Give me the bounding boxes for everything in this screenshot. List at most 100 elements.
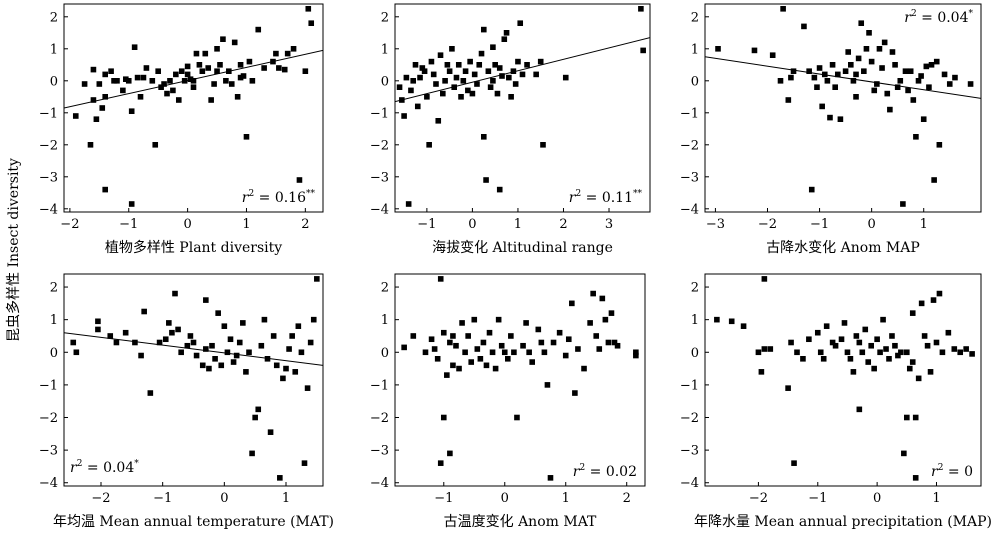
y-tick-label: 1 [381,42,389,57]
y-tick-label: 2 [50,10,58,25]
r-squared-value: = 0.04 [917,10,969,26]
x-tick-label: −1 [417,217,436,232]
panel-2: −1 0 1 2 3 −4 −3 −2 −1 0 1 2 海拔变化 Altitudinal range r… [370,3,651,256]
r-squared-value: = 0.11 [581,190,633,206]
x-axis-label: 植物多样性 Plant diversity [105,239,282,256]
x-tick-label: 0 [501,491,509,506]
y-tick-label: 2 [381,281,389,296]
data-point [217,62,223,68]
data-point [524,62,530,68]
y-tick-label: −2 [370,411,389,426]
data-point [859,349,866,356]
y-tick-label: 1 [50,313,58,328]
data-point [421,68,428,74]
r-squared-value: = 0.16 [254,190,306,206]
r-squared-annotation: r2 = 0.04* [70,459,139,476]
data-point [486,329,493,336]
y-tick-label: 2 [381,10,389,25]
data-point [794,349,800,356]
plot-frame [394,273,646,487]
x-tick-label: −2 [91,491,110,506]
data-point [270,333,277,339]
x-tick-label: 3 [605,217,613,232]
y-tick-label: 0 [50,346,58,361]
data-point [102,94,109,100]
data-point [800,356,806,362]
x-tick-label: 1 [562,491,570,506]
data-point [811,74,818,81]
data-point [237,62,244,68]
data-point [930,297,937,303]
data-point [203,346,209,352]
data-point [921,333,928,339]
data-point [511,349,517,356]
data-point [178,349,184,356]
data-point [249,78,256,84]
data-point [829,339,836,346]
data-point [462,349,468,356]
data-point [161,81,167,87]
data-point [906,365,913,372]
data-point [223,78,229,84]
data-point [817,349,824,356]
y-tick-label: 2 [691,281,699,296]
data-point [169,329,175,336]
data-point [523,320,529,326]
data-point [602,316,609,323]
data-point [480,134,487,140]
data-point [785,385,791,391]
data-point [113,339,120,346]
data-point [403,74,410,81]
data-point [258,342,265,349]
r-squared-annotation: r2 = 0.02 [573,463,637,480]
x-tick-label: −1 [434,491,453,506]
data-point [526,349,532,356]
y-tick-label: −2 [39,138,58,153]
data-point [246,58,253,65]
data-point [823,323,830,329]
data-point [572,390,578,396]
data-point [633,349,639,356]
data-point [90,97,97,103]
data-point [480,339,487,346]
data-point [808,186,815,193]
data-point [540,142,546,148]
data-point [414,103,421,110]
data-point [401,113,407,119]
data-point [892,62,898,68]
data-point [889,49,896,55]
data-point [519,71,526,78]
data-point [939,349,946,356]
data-point [877,349,883,356]
data-point [788,339,794,346]
data-point [296,177,303,183]
y-tick-label: −4 [680,476,699,491]
data-point [147,390,154,396]
data-point [633,352,639,359]
data-point [289,333,295,339]
y-tick-label: 0 [691,346,699,361]
data-point [267,429,274,435]
data-point [107,333,114,339]
fit-line [64,332,323,366]
data-point [134,74,141,81]
data-point [214,46,220,52]
data-point [918,73,924,79]
data-point [162,336,169,343]
data-point [740,323,747,329]
data-point [90,66,97,73]
data-point [474,346,481,352]
data-point [767,346,774,352]
data-point [496,186,503,193]
r-squared-sup: 2 [77,459,83,469]
data-point [868,342,874,349]
data-point [920,116,927,122]
r-squared-value: = 0 [943,464,973,480]
data-point [751,47,758,54]
y-tick-label: 1 [381,313,389,328]
data-point [290,46,297,52]
data-point [193,50,200,57]
data-point [933,339,940,346]
data-point [96,81,103,87]
data-point [280,375,286,382]
